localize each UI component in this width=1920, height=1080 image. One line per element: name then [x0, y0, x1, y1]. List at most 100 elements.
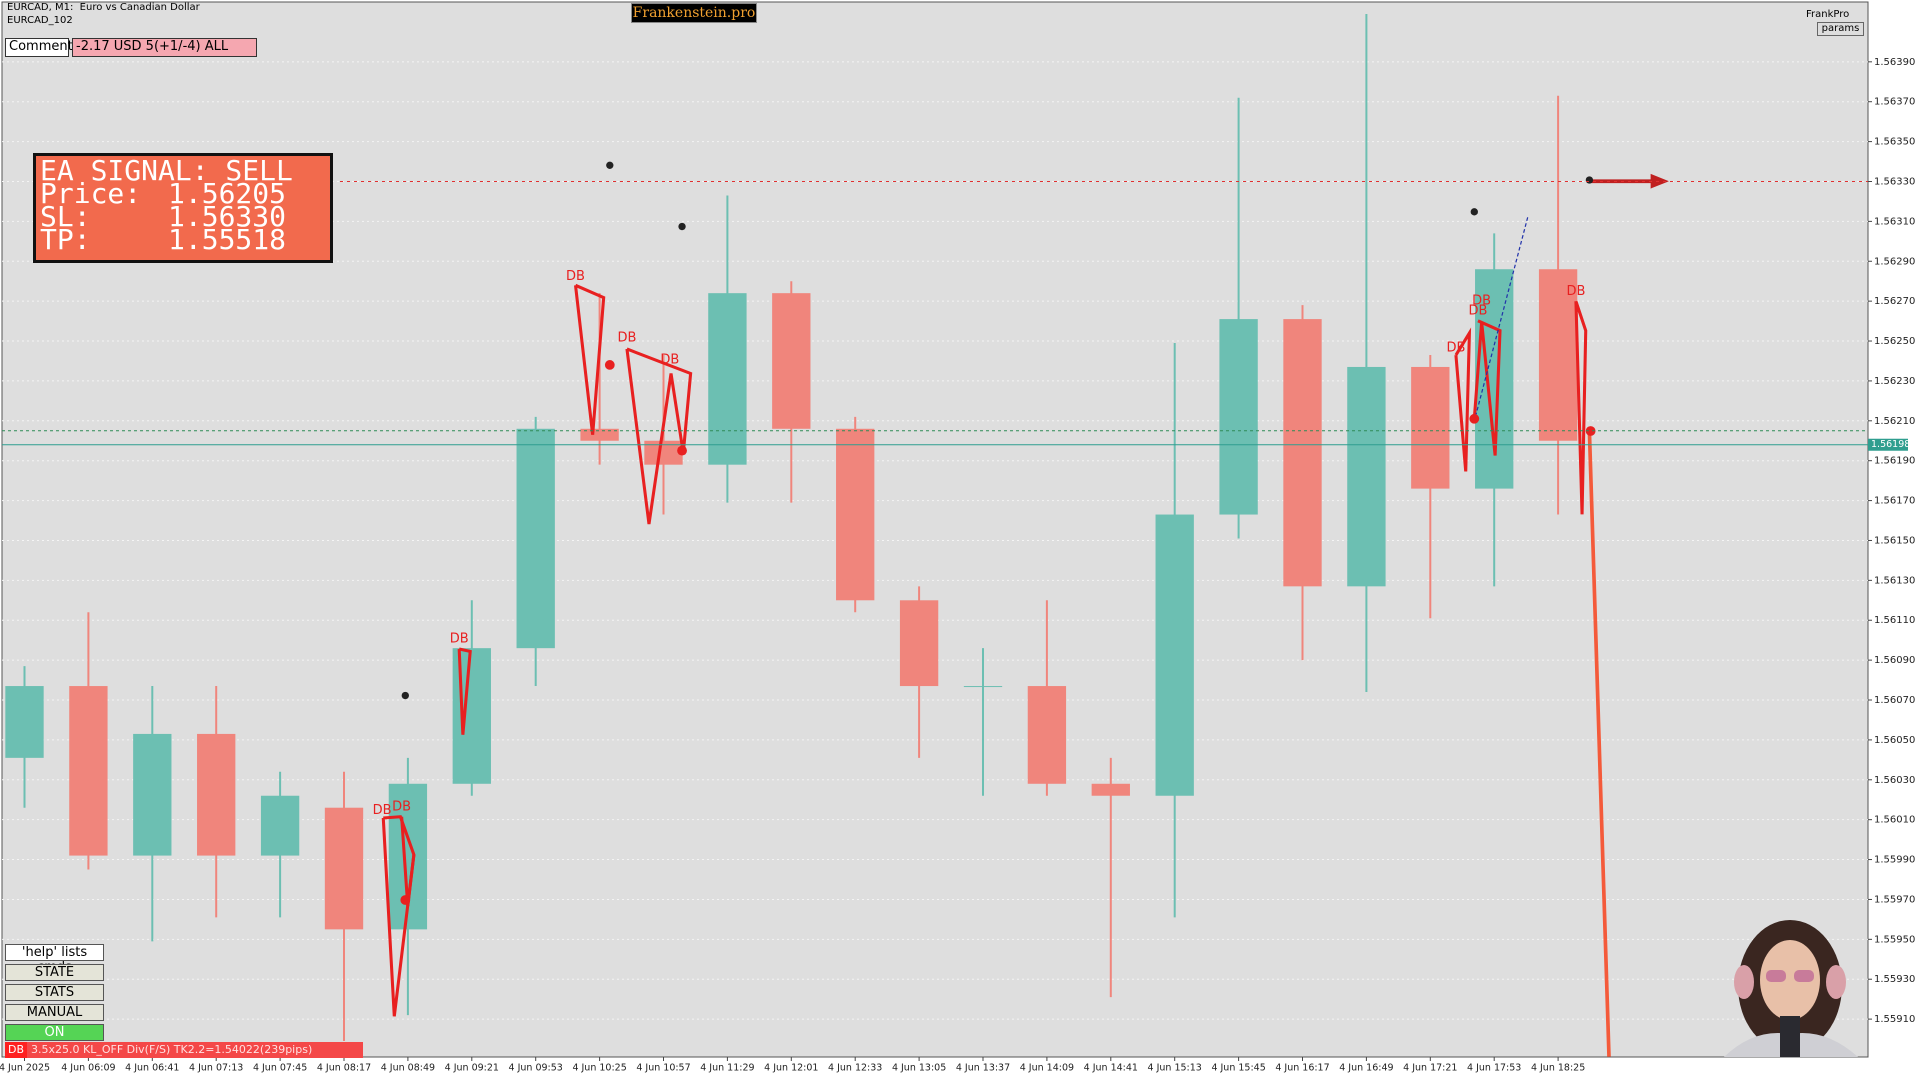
projection-line: [1587, 430, 1611, 1057]
pattern-label: DB: [1472, 294, 1491, 309]
candle-body: [516, 428, 555, 649]
grid: [2, 61, 1868, 1020]
x-tick-label: 4 Jun 06:41: [125, 1063, 179, 1074]
current-price-label: 1.56198: [1871, 439, 1910, 450]
x-tick-label: 4 Jun 15:45: [1211, 1063, 1265, 1074]
labels: 1.55910 1.55930 1.55950 1.55970 1.55990 1.560…: [0, 57, 1915, 1074]
y-tick-label: 1.56290: [1874, 256, 1915, 267]
template-name: EURCAD_102: [7, 15, 73, 26]
candles: [5, 13, 1578, 1042]
x-tick-label: 4 Jun 10:25: [572, 1063, 626, 1074]
y-tick-label: 1.56190: [1874, 456, 1915, 467]
x-tick-label: 4 Jun 12:01: [764, 1063, 818, 1074]
avatar-glasses: [1766, 970, 1786, 982]
candle-body: [452, 648, 491, 784]
skull-icon: [1470, 208, 1478, 216]
avatar: [1724, 920, 1858, 1057]
x-tick-label: 4 Jun 18:25: [1531, 1063, 1585, 1074]
command-button[interactable]: STATS: [5, 984, 104, 1001]
pattern-label: DB: [1469, 304, 1488, 319]
x-tick-label: 4 Jun 07:45: [253, 1063, 307, 1074]
pattern-label: DB: [566, 269, 585, 284]
pattern-label: DB: [1446, 340, 1465, 355]
avatar-glasses: [1794, 970, 1814, 982]
db-zigzag: [1454, 327, 1472, 472]
candle-body: [1283, 319, 1322, 587]
y-tick-label: 1.55970: [1874, 894, 1915, 905]
user-label: FrankPro: [1806, 9, 1850, 20]
x-tick-label: 4 Jun 16:49: [1339, 1063, 1393, 1074]
y-tick-label: 1.56350: [1874, 137, 1915, 148]
params-button[interactable]: params: [1817, 22, 1864, 36]
signal-title: EA SIGNAL: SELL: [40, 154, 293, 187]
comment-text: -2.17 USD 5(+1/-4) ALL: [72, 38, 257, 57]
y-tick-label: 1.56130: [1874, 575, 1915, 586]
y-tick-label: 1.56150: [1874, 535, 1915, 546]
pattern-label: DB: [660, 353, 679, 368]
command-button[interactable]: MANUAL: [5, 1004, 104, 1021]
candle-body: [1155, 514, 1194, 796]
y-tick-label: 1.56050: [1874, 735, 1915, 746]
candle-body: [197, 733, 236, 856]
candle-body: [1411, 366, 1450, 489]
pattern-dot: [1469, 413, 1480, 424]
y-tick-label: 1.56090: [1874, 655, 1915, 666]
x-tick-label: 4 Jun 17:53: [1467, 1063, 1521, 1074]
y-tick-label: 1.56010: [1874, 815, 1915, 826]
y-tick-label: 1.56110: [1874, 615, 1915, 626]
x-tick-label: 4 Jun 2025: [0, 1063, 50, 1074]
x-tick-label: 4 Jun 13:05: [892, 1063, 946, 1074]
x-tick-label: 4 Jun 14:41: [1084, 1063, 1138, 1074]
x-tick-label: 4 Jun 14:09: [1020, 1063, 1074, 1074]
pattern-dot: [1585, 426, 1596, 436]
skull-icon: [678, 222, 686, 231]
avatar-headphone: [1826, 965, 1846, 999]
x-tick-label: 4 Jun 11:29: [700, 1063, 754, 1074]
signal-row: TP: 1.55518: [40, 223, 326, 256]
pattern-dot: [400, 895, 411, 905]
candle-body: [133, 733, 172, 856]
signal-row-value: 1.56205: [168, 177, 287, 210]
candle-body: [69, 686, 108, 856]
candle-body: [580, 428, 619, 441]
x-tick-label: 4 Jun 12:33: [828, 1063, 882, 1074]
x-tick-label: 4 Jun 08:17: [317, 1063, 371, 1074]
command-button: 'help' lists cmds: [5, 944, 104, 975]
status-tag: DB: [5, 1042, 27, 1058]
candle-body: [260, 795, 300, 856]
x-tick-label: 4 Jun 08:49: [381, 1063, 435, 1074]
y-tick-label: 1.56230: [1874, 376, 1915, 387]
signal-panel: EA SIGNAL: SELL Price: 1.56205 SL: 1.56330 TP…: [33, 153, 333, 263]
y-tick-label: 1.55950: [1874, 934, 1915, 945]
levels: 1.56198: [2, 180, 1910, 451]
command-button[interactable]: STATE: [5, 964, 104, 981]
candle-body: [5, 686, 44, 758]
y-tick-label: 1.56250: [1874, 336, 1915, 347]
signal-row-value: 1.55518: [168, 223, 287, 256]
pattern-dot: [677, 445, 687, 456]
skull-icon: [1585, 176, 1594, 184]
y-tick-label: 1.56330: [1874, 176, 1915, 187]
signal-row: SL: 1.56330: [40, 203, 326, 231]
candle-body: [1347, 366, 1386, 587]
candle-body: [1091, 783, 1130, 796]
signal-row-name: TP:: [40, 223, 91, 256]
x-tick-label: 4 Jun 15:13: [1148, 1063, 1202, 1074]
y-tick-label: 1.56270: [1874, 296, 1915, 307]
x-tick-label: 4 Jun 16:17: [1275, 1063, 1329, 1074]
pattern-label: DB: [450, 632, 469, 647]
symbol-title: EURCAD, M1: Euro vs Canadian Dollar: [7, 2, 200, 13]
candle-body: [644, 440, 683, 465]
skull-icon: [401, 691, 409, 700]
skull-icon: [606, 161, 614, 169]
status-text: 3.5x25.0 KL_OFF Div(F/S) TK2.2=1.54022(2…: [27, 1042, 363, 1058]
pattern-label: DB: [1566, 284, 1585, 299]
x-tick-label: 4 Jun 07:13: [189, 1063, 243, 1074]
x-tick-label: 4 Jun 10:57: [636, 1063, 690, 1074]
command-button[interactable]: ON: [5, 1024, 104, 1041]
y-tick-label: 1.55910: [1874, 1014, 1915, 1025]
db-zigzag: [457, 647, 472, 735]
trend-link: [1474, 215, 1529, 417]
y-tick-label: 1.56370: [1874, 97, 1915, 108]
